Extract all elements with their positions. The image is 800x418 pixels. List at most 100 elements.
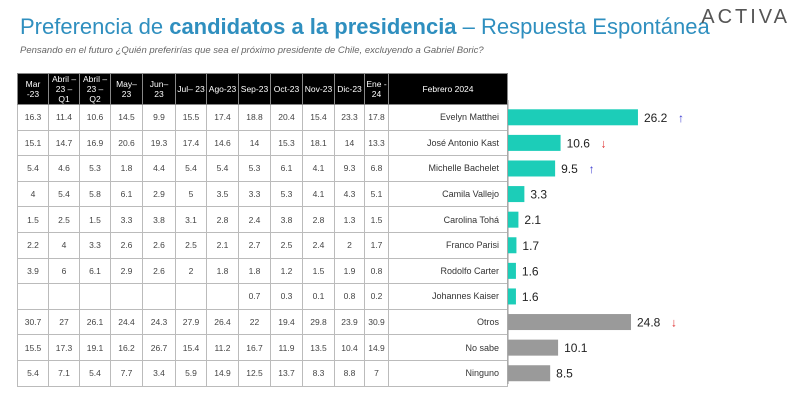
- arrow-up-icon: ↑: [678, 111, 684, 125]
- history-cell: 6.1: [110, 180, 143, 208]
- history-cell: 2.5: [175, 231, 207, 259]
- history-cell: 0.2: [364, 283, 389, 310]
- bar: [508, 288, 516, 305]
- row-label: Johannes Kaiser: [388, 283, 508, 310]
- history-cell: 27.9: [175, 308, 207, 336]
- row-label: Rodolfo Carter: [388, 257, 508, 285]
- history-cell: 4.1: [302, 155, 335, 182]
- column-header: Jul– 23: [175, 73, 207, 105]
- column-header: Nov-23: [302, 73, 335, 105]
- subtitle: Pensando en el futuro ¿Quién preferirías…: [20, 45, 484, 56]
- history-cell: 1.9: [334, 257, 365, 285]
- column-header: Mar -23: [17, 73, 49, 105]
- history-cell: 14: [238, 129, 271, 157]
- column-header: Ene - 24: [364, 73, 389, 105]
- history-cell: 17.4: [206, 104, 239, 131]
- history-cell: 0.3: [270, 283, 303, 310]
- arrow-down-icon: ↓: [671, 316, 677, 330]
- column-header: Abril – 23 – Q1: [48, 73, 80, 105]
- history-cell: 15.4: [175, 334, 207, 361]
- history-cell: 2.9: [110, 257, 143, 285]
- row-label: José Antonio Kast: [388, 129, 508, 157]
- history-table: Mar -23 Abril – 23 – Q1 Abril – 23 – Q2 May…: [17, 73, 508, 387]
- history-cell: 1.5: [302, 257, 335, 285]
- history-cell: 17.4: [175, 129, 207, 157]
- history-cell: 16.9: [79, 129, 111, 157]
- history-cell: 2: [334, 231, 365, 259]
- history-cell: 1.7: [364, 231, 389, 259]
- history-cell: 26.1: [79, 308, 111, 336]
- history-cell: 30.7: [17, 308, 49, 336]
- title-part1: Preferencia de: [20, 14, 170, 39]
- page-title: Preferencia de candidatos a la presidenc…: [20, 14, 710, 40]
- history-cell: 7.7: [110, 359, 143, 387]
- history-cell: 23.9: [334, 308, 365, 336]
- data-label: 1.6: [522, 290, 539, 304]
- column-header-current: Febrero 2024: [388, 73, 508, 105]
- history-cell: 14.5: [110, 104, 143, 131]
- history-cell: 17.8: [364, 104, 389, 131]
- data-label: 3.3: [530, 188, 547, 202]
- table-row: 5.4 4.6 5.3 1.8 4.4 5.4 5.4 5.3 6.1 4.1 9.3 6.8 Mich…: [17, 155, 508, 182]
- history-cell: 2.6: [110, 231, 143, 259]
- history-cell: 15.4: [302, 104, 335, 131]
- history-cell: 2.1: [206, 231, 239, 259]
- history-cell: 2.7: [238, 231, 271, 259]
- history-cell: 30.9: [364, 308, 389, 336]
- row-label: Ninguno: [388, 359, 508, 387]
- history-cell: 1.5: [17, 206, 49, 233]
- history-cell: 29.8: [302, 308, 335, 336]
- history-cell: 1.8: [110, 155, 143, 182]
- history-cell: 12.5: [238, 359, 271, 387]
- history-cell: 5.9: [175, 359, 207, 387]
- history-cell: 2.8: [206, 206, 239, 233]
- table-row: 15.5 17.3 19.1 16.2 26.7 15.4 11.2 16.7 11.9 13.5…: [17, 334, 508, 361]
- history-cell: 0.8: [364, 257, 389, 285]
- data-label: 10.1: [564, 341, 588, 355]
- history-cell: [110, 283, 143, 310]
- history-cell: 2.4: [238, 206, 271, 233]
- bar: [508, 160, 556, 177]
- history-cell: 5.3: [79, 155, 111, 182]
- table-row: 0.7 0.3 0.1 0.8 0.2 Johannes Kaiser: [17, 283, 508, 310]
- table-row: 1.5 2.5 1.5 3.3 3.8 3.1 2.8 2.4 3.8 2.8 1.3 1.5 Caro…: [17, 206, 508, 233]
- history-cell: 7.1: [48, 359, 80, 387]
- history-cell: 3.8: [270, 206, 303, 233]
- row-label: Michelle Bachelet: [388, 155, 508, 182]
- arrow-up-icon: ↑: [589, 162, 595, 176]
- history-cell: 7: [364, 359, 389, 387]
- history-cell: 2.4: [302, 231, 335, 259]
- history-cell: 11.9: [270, 334, 303, 361]
- history-cell: 4.1: [302, 180, 335, 208]
- history-cell: 1.3: [334, 206, 365, 233]
- data-label: 9.5: [561, 162, 578, 176]
- history-cell: 27: [48, 308, 80, 336]
- column-header: Ago-23: [206, 73, 239, 105]
- history-cell: 11.4: [48, 104, 80, 131]
- history-cell: 13.5: [302, 334, 335, 361]
- history-cell: 2.2: [17, 231, 49, 259]
- history-cell: 16.3: [17, 104, 49, 131]
- history-cell: 3.3: [238, 180, 271, 208]
- history-cell: [17, 283, 49, 310]
- column-header: Oct-23: [270, 73, 303, 105]
- history-cell: 5.1: [364, 180, 389, 208]
- row-label: Franco Parisi: [388, 231, 508, 259]
- history-cell: [206, 283, 239, 310]
- history-cell: 1.5: [364, 206, 389, 233]
- history-cell: 18.8: [238, 104, 271, 131]
- title-part2: – Respuesta Espontánea: [456, 14, 710, 39]
- history-cell: 6.8: [364, 155, 389, 182]
- history-cell: 1.2: [270, 257, 303, 285]
- bar: [508, 365, 551, 382]
- history-cell: 5.3: [270, 180, 303, 208]
- history-cell: [142, 283, 176, 310]
- history-cell: 2.5: [270, 231, 303, 259]
- history-cell: 0.7: [238, 283, 271, 310]
- history-cell: 19.1: [79, 334, 111, 361]
- history-cell: 14.6: [206, 129, 239, 157]
- title-bold: candidatos a la presidencia: [169, 14, 457, 39]
- history-cell: 3.4: [142, 359, 176, 387]
- bar: [508, 314, 632, 331]
- history-cell: 4: [48, 231, 80, 259]
